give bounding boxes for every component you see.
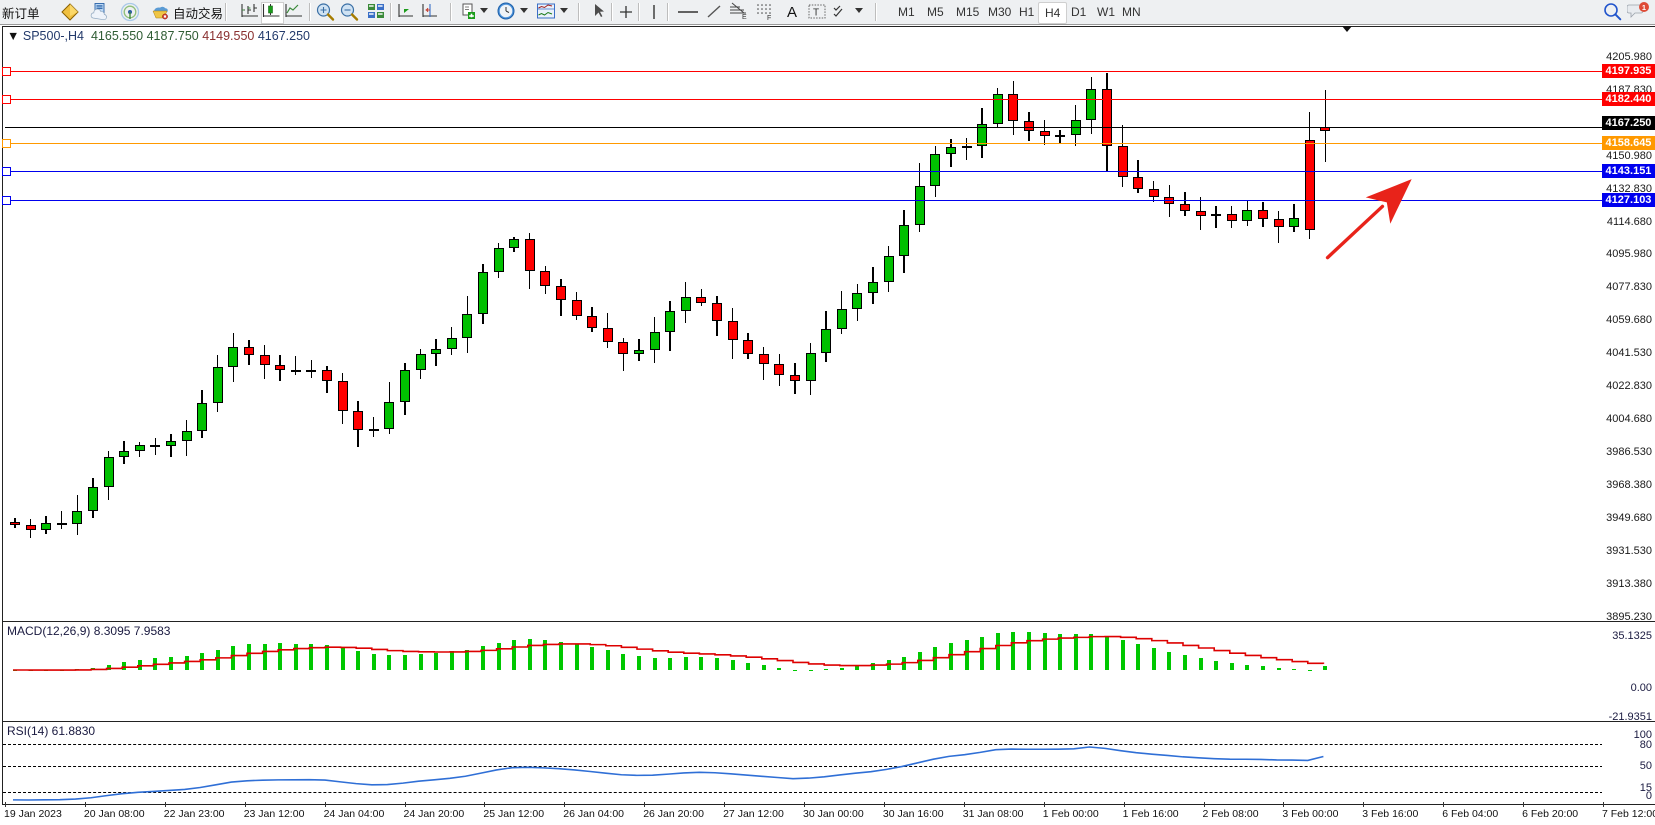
svg-text:F: F — [767, 15, 771, 22]
svg-text:T: T — [813, 8, 819, 19]
svg-text:1: 1 — [1642, 3, 1646, 12]
svg-text:E: E — [742, 14, 747, 21]
